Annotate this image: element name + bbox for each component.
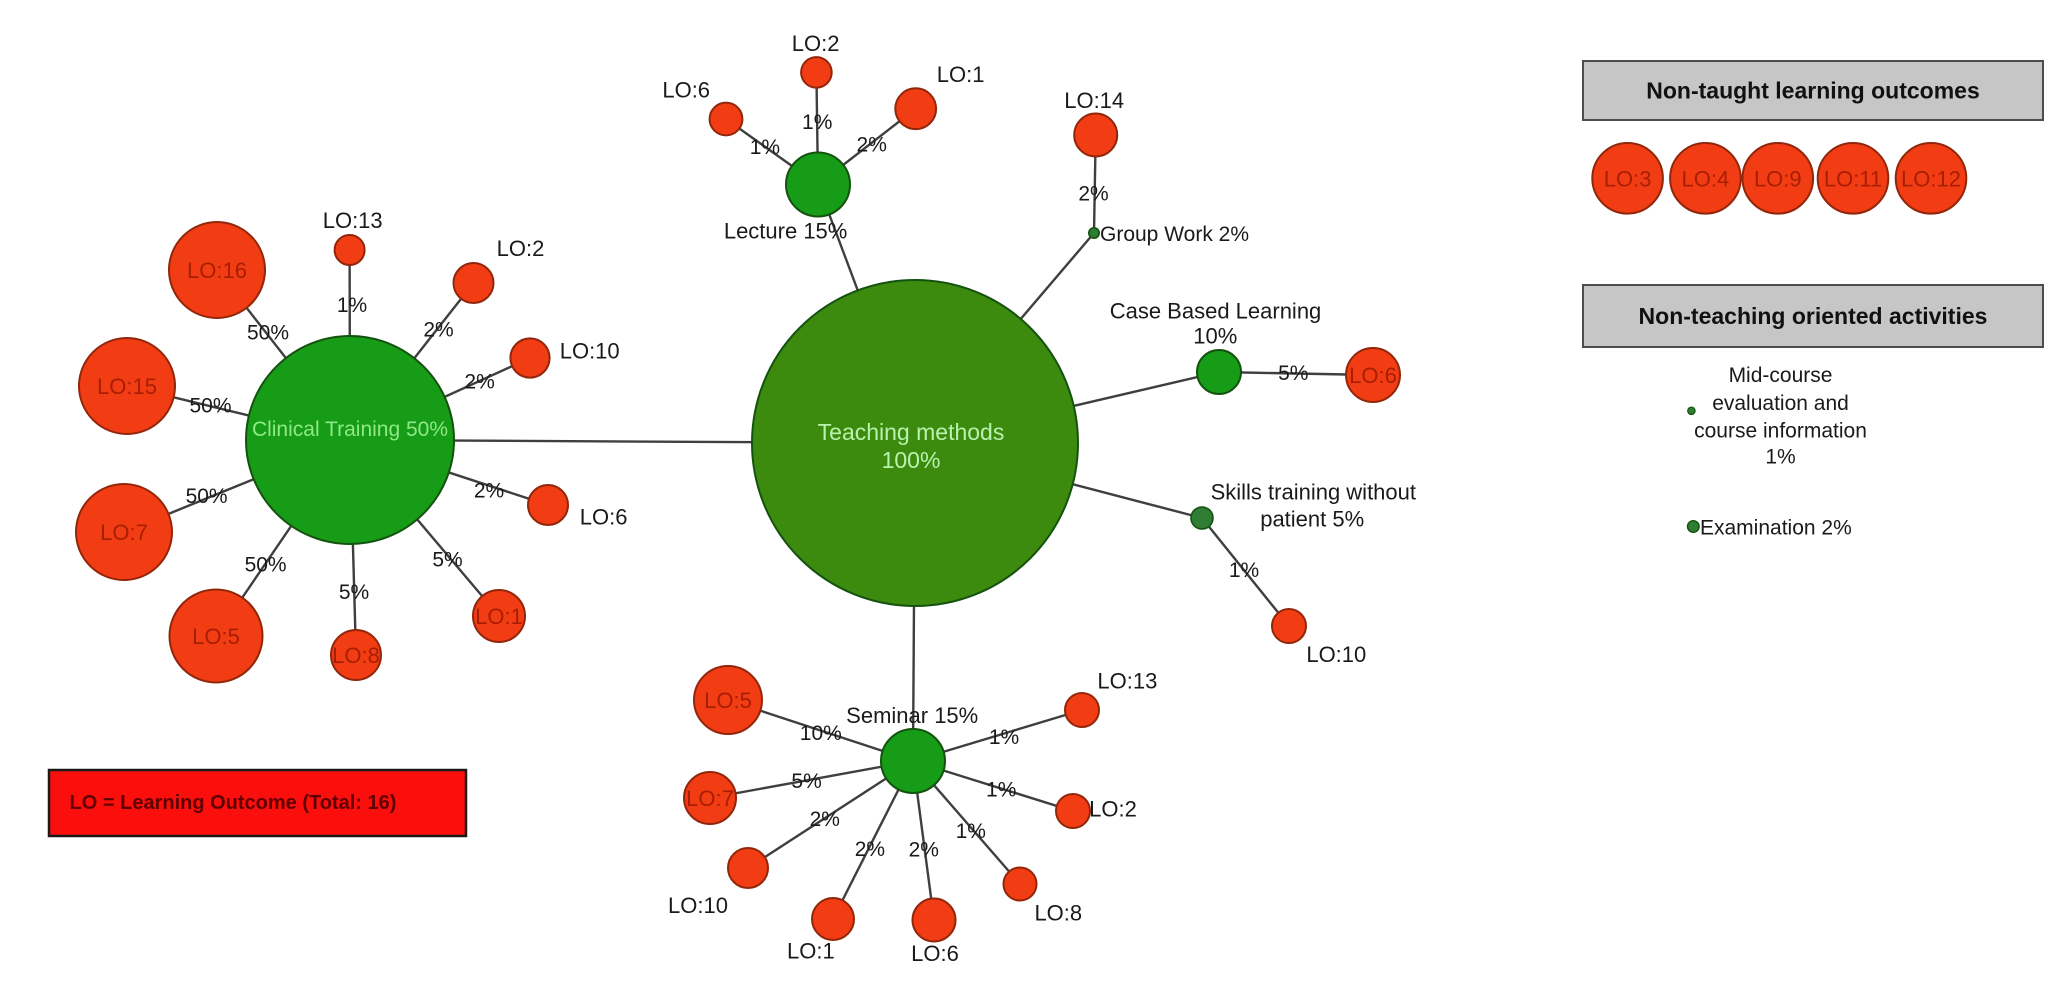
svg-text:2%: 2% [1078,183,1108,206]
svg-text:LO:2: LO:2 [792,31,840,56]
svg-text:Non-taught learning outcomes: Non-taught learning outcomes [1646,78,1980,104]
svg-text:2%: 2% [857,134,887,157]
svg-text:1%: 1% [989,726,1019,749]
svg-text:5%: 5% [432,549,462,572]
svg-text:Lecture 15%: Lecture 15% [724,218,848,243]
svg-text:2%: 2% [855,838,885,861]
svg-text:LO:6: LO:6 [911,941,959,966]
svg-text:50%: 50% [247,322,289,345]
svg-text:LO:11: LO:11 [1824,166,1882,191]
svg-text:Seminar 15%: Seminar 15% [846,703,978,728]
svg-text:Examination 2%: Examination 2% [1700,517,1852,540]
svg-text:2%: 2% [474,480,504,503]
svg-text:LO:12: LO:12 [1901,166,1961,191]
svg-text:10%: 10% [800,722,842,745]
svg-text:LO:7: LO:7 [686,786,734,811]
svg-text:Clinical Training 50%: Clinical Training 50% [252,418,448,441]
svg-text:5%: 5% [791,770,821,793]
svg-text:LO:4: LO:4 [1682,166,1730,191]
svg-text:LO:6: LO:6 [580,505,628,530]
svg-text:LO:2: LO:2 [1089,797,1137,822]
svg-text:LO:8: LO:8 [1034,901,1082,926]
svg-text:2%: 2% [423,319,453,342]
svg-text:1%: 1% [802,111,832,134]
svg-text:1%: 1% [986,779,1016,802]
svg-text:Group Work 2%: Group Work 2% [1100,223,1249,246]
svg-text:LO:5: LO:5 [192,624,240,649]
svg-text:50%: 50% [186,485,228,508]
svg-text:1%: 1% [956,820,986,843]
svg-text:LO:10: LO:10 [560,339,620,364]
svg-text:LO:6: LO:6 [662,78,710,103]
svg-text:LO:1: LO:1 [475,604,523,629]
svg-text:evaluation and: evaluation and [1712,392,1849,415]
svg-text:LO:15: LO:15 [97,374,157,399]
svg-text:100%: 100% [882,447,941,473]
svg-text:LO:7: LO:7 [100,520,148,545]
svg-text:2%: 2% [810,808,840,831]
svg-text:LO:1: LO:1 [787,939,835,964]
svg-text:50%: 50% [245,554,287,577]
svg-text:Teaching methods: Teaching methods [818,419,1005,445]
svg-text:5%: 5% [1278,362,1308,385]
svg-text:Non-teaching oriented activiti: Non-teaching oriented activities [1639,303,1988,329]
svg-text:LO:14: LO:14 [1064,88,1124,113]
svg-text:Case Based Learning: Case Based Learning [1110,299,1322,324]
svg-text:LO:5: LO:5 [704,688,752,713]
svg-text:LO:13: LO:13 [323,208,383,233]
svg-text:2%: 2% [909,839,939,862]
svg-text:10%: 10% [1193,324,1237,349]
svg-text:LO:3: LO:3 [1604,166,1652,191]
svg-text:LO:10: LO:10 [668,893,728,918]
svg-text:Skills training without: Skills training without [1211,479,1416,504]
svg-text:LO:16: LO:16 [187,258,247,283]
svg-text:1%: 1% [337,294,367,317]
svg-text:LO:2: LO:2 [497,236,545,261]
svg-text:LO:1: LO:1 [937,62,985,87]
svg-text:course information: course information [1694,420,1867,443]
svg-text:patient 5%: patient 5% [1260,507,1364,532]
svg-text:1%: 1% [1229,559,1259,582]
svg-text:5%: 5% [339,581,369,604]
svg-text:1%: 1% [750,136,780,159]
svg-text:LO = Learning Outcome (Total:: LO = Learning Outcome (Total: 16) [70,792,397,814]
svg-text:1%: 1% [1765,445,1795,468]
svg-text:50%: 50% [189,395,231,418]
svg-text:LO:8: LO:8 [332,643,380,668]
svg-text:2%: 2% [464,371,494,394]
svg-text:Mid-course: Mid-course [1729,364,1833,387]
svg-text:LO:9: LO:9 [1754,166,1802,191]
svg-text:LO:13: LO:13 [1097,668,1157,693]
svg-text:LO:10: LO:10 [1306,642,1366,667]
svg-text:LO:6: LO:6 [1349,363,1397,388]
